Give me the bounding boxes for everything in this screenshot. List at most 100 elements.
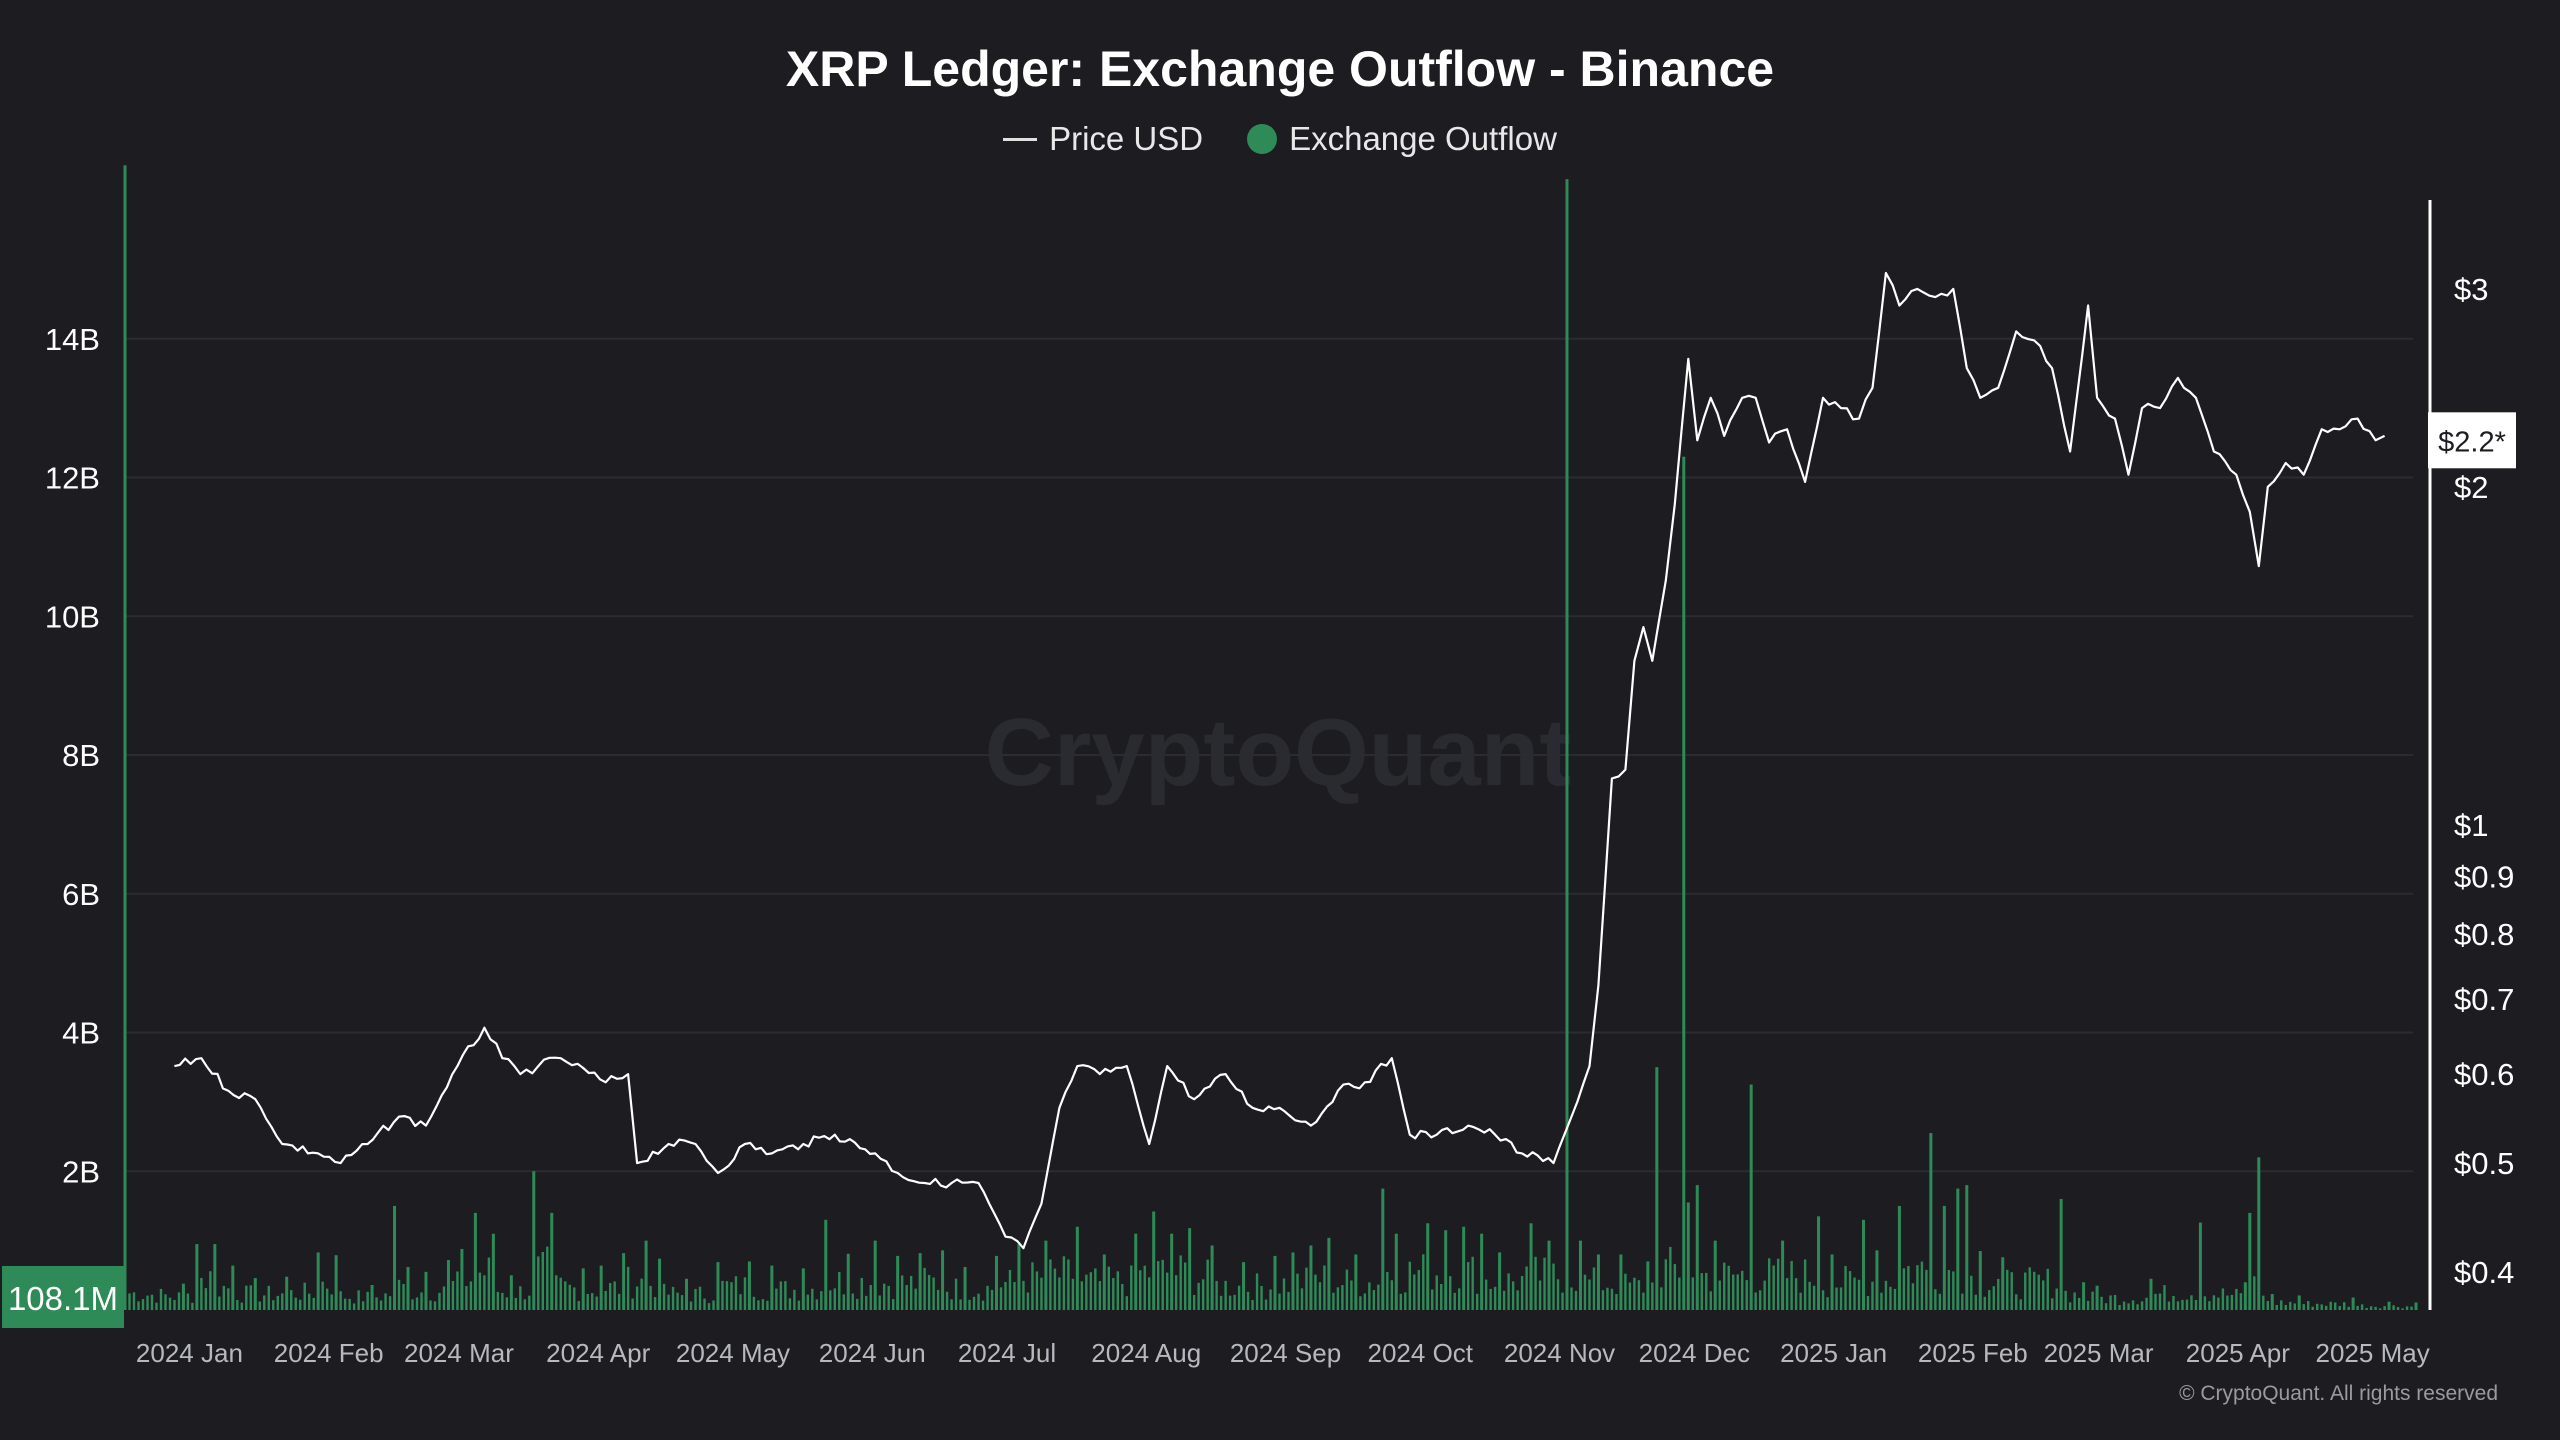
outflow-bar-fill [1884, 1280, 1888, 1310]
outflow-bar-fill [1053, 1268, 1057, 1310]
outflow-bar-fill [712, 1300, 715, 1310]
outflow-bar [1394, 1233, 1398, 1310]
outflow-bar-fill [878, 1295, 881, 1310]
outflow-bar-fill [820, 1291, 823, 1310]
outflow-bar-fill [1691, 1277, 1694, 1310]
x-tick-label: 2024 Nov [1504, 1338, 1615, 1368]
outflow-bar-fill [429, 1300, 432, 1310]
outflow-bar-fill [1628, 1282, 1632, 1310]
outflow-bar-fill [236, 1300, 239, 1310]
outflow-bar-fill [703, 1298, 706, 1310]
outflow-bar-fill [1592, 1267, 1596, 1310]
outflow-bar-fill [2217, 1297, 2220, 1310]
outflow-bar [1291, 1252, 1295, 1310]
outflow-bar-fill [977, 1293, 980, 1310]
outflow-bar-fill [325, 1288, 329, 1310]
outflow-bar-fill [806, 1294, 810, 1310]
outflow-bar-fill [2118, 1304, 2121, 1310]
outflow-bar [685, 1278, 689, 1310]
outflow-bar-fill [613, 1281, 616, 1310]
legend-item-price[interactable]: Price USD [1003, 120, 1203, 158]
outflow-bar-fill [914, 1288, 917, 1310]
outflow-bar-fill [1925, 1269, 1928, 1310]
legend: Price USD Exchange Outflow [0, 120, 2560, 158]
outflow-bar-fill [604, 1290, 607, 1310]
outflow-bar-fill [258, 1301, 261, 1310]
outflow-bar-fill [927, 1274, 931, 1310]
outflow-bar-fill [1673, 1264, 1677, 1310]
outflow-bar-fill [2262, 1295, 2265, 1310]
outflow-bar [1134, 1233, 1138, 1310]
outflow-bar-fill [2181, 1299, 2184, 1310]
outflow-bar-fill [290, 1290, 293, 1310]
outflow-bar-fill [456, 1271, 459, 1310]
outflow-bar-fill [384, 1293, 387, 1310]
x-tick-label: 2024 Feb [274, 1338, 384, 1368]
outflow-bar-fill [1848, 1271, 1852, 1310]
outflow-bar-fill [1386, 1272, 1389, 1310]
outflow-bar-fill [1390, 1280, 1394, 1310]
outflow-bar [716, 1262, 720, 1310]
outflow-bar [213, 1244, 217, 1310]
outflow-bar-fill [1143, 1265, 1146, 1310]
y-left-tick-label: 4B [62, 1016, 100, 1051]
outflow-bar [963, 1266, 967, 1310]
outflow-bar-fill [1552, 1263, 1555, 1310]
outflow-bar-fill [1705, 1272, 1708, 1310]
outflow-bar-fill [1907, 1266, 1910, 1310]
outflow-bar-fill [1458, 1288, 1461, 1310]
outflow-bar-fill [442, 1286, 446, 1310]
outflow-bar-fill [546, 1246, 549, 1310]
right-axis-ticks: $0.4 $0.5 $0.6 $0.7 $0.8 $0.9 $1 $2 $3 [2454, 272, 2514, 1290]
left-axis-ticks: 2B 4B 6B 8B 10B 12B 14B [45, 322, 100, 1190]
outflow-bar-fill [1525, 1266, 1528, 1310]
outflow-bar-fill [1866, 1295, 1870, 1310]
outflow-bar-fill [2104, 1303, 2108, 1310]
x-tick-label: 2024 Oct [1368, 1338, 1474, 1368]
outflow-bar-fill [303, 1282, 306, 1310]
outflow-bar-fill [1264, 1299, 1268, 1310]
outflow-bar-fill [999, 1287, 1003, 1310]
outflow-bar [406, 1266, 410, 1310]
price-line[interactable] [174, 271, 2386, 1250]
outflow-bar-fill [1808, 1281, 1811, 1310]
outflow-bar-fill [2028, 1267, 2031, 1310]
outflow-bar-fill [1660, 1287, 1663, 1310]
outflow-bar [1817, 1216, 1821, 1310]
outflow-bar [2149, 1278, 2153, 1310]
outflow-bar-fill [1947, 1270, 1951, 1310]
outflow-bar [846, 1253, 850, 1310]
outflow-bar-fill [501, 1292, 504, 1310]
outflow-bar-fill [1835, 1287, 1838, 1310]
y-left-tick-label: 12B [45, 461, 100, 496]
outflow-bar-fill [833, 1288, 836, 1310]
current-outflow-badge: 108.1M [2, 1266, 124, 1328]
outflow-bar-fill [559, 1277, 562, 1310]
outflow-bar-fill [1345, 1269, 1349, 1310]
outflow-bar-fill [865, 1295, 868, 1310]
y-left-tick-label: 8B [62, 738, 100, 773]
outflow-bar-fill [519, 1286, 522, 1310]
legend-item-outflow[interactable]: Exchange Outflow [1247, 120, 1557, 158]
outflow-bar-fill [1314, 1274, 1317, 1310]
outflow-bar-fill [860, 1277, 863, 1310]
outflow-bar-fill [2037, 1274, 2040, 1310]
outflow-bar-fill [1179, 1255, 1182, 1310]
outflow-bar-fill [1219, 1295, 1223, 1310]
current-price-label: $2.2* [2438, 426, 2506, 458]
outflow-bar-fill [1035, 1271, 1039, 1310]
outflow-bar-fill [2033, 1271, 2036, 1310]
outflow-bar-fill [1664, 1259, 1668, 1310]
outflow-bar [1655, 1067, 1659, 1310]
outflow-bar-fill [2136, 1304, 2139, 1310]
outflow-bar-fill [2077, 1297, 2081, 1310]
outflow-bar-fill [379, 1300, 383, 1310]
outflow-bar [424, 1271, 428, 1310]
outflow-bar-fill [1440, 1283, 1443, 1310]
outflow-bar-fill [2091, 1291, 2094, 1310]
outflow-bar-fill [1004, 1281, 1007, 1310]
outflow-bar-fill [267, 1285, 270, 1310]
outflow-bar-fill [420, 1292, 423, 1310]
outflow-bar-fill [1857, 1279, 1861, 1310]
